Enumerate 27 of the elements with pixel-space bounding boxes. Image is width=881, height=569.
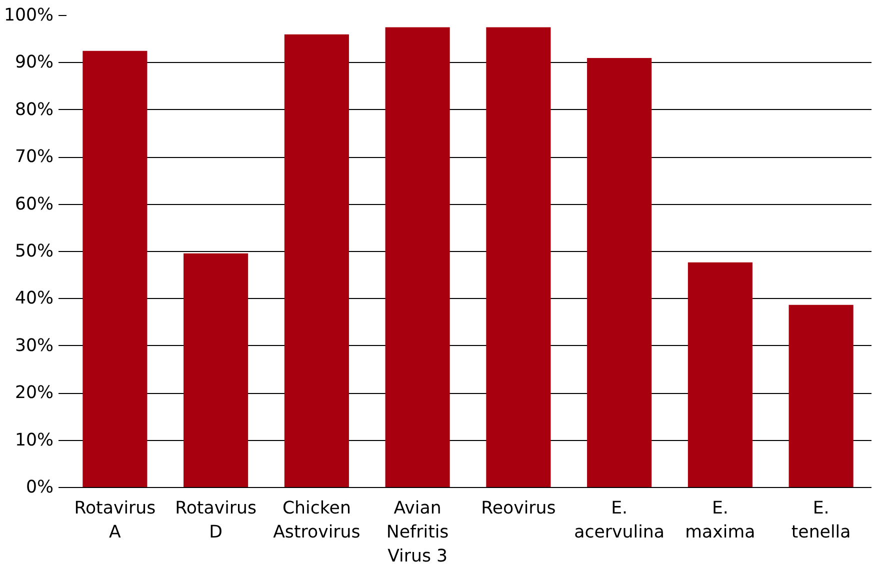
- y-tick-label: 60%: [14, 194, 54, 214]
- x-tick-label: Avian Nefritis Virus 3: [386, 498, 449, 566]
- x-tick-label: E. tenella: [791, 498, 851, 542]
- bar: [385, 27, 450, 488]
- x-tick-label: E. acervulina: [574, 498, 665, 542]
- y-tick-label: 20%: [14, 383, 54, 404]
- y-tick-label: 70%: [14, 147, 54, 168]
- y-tick-label: 100%: [4, 6, 54, 26]
- y-tick-label: 80%: [14, 100, 54, 120]
- bar: [587, 58, 652, 488]
- bar: [688, 262, 752, 488]
- y-tick-label: 10%: [14, 430, 54, 450]
- x-tick-label: Rotavirus A: [74, 498, 156, 542]
- y-tick-label: 90%: [14, 52, 54, 73]
- y-tick-label: 30%: [14, 336, 54, 356]
- bar: [788, 304, 854, 488]
- bar: [184, 253, 248, 488]
- bar: [486, 27, 551, 488]
- bar: [82, 50, 148, 488]
- y-tick-label: 0%: [26, 478, 54, 498]
- x-tick-label: Chicken Astrovirus: [273, 498, 360, 542]
- x-tick-label: E. maxima: [685, 498, 756, 542]
- y-tick-label: 50%: [14, 242, 54, 262]
- x-tick-label: Reovirus: [481, 498, 556, 518]
- bar: [284, 34, 349, 488]
- x-tick-label: Rotavirus D: [175, 498, 257, 542]
- y-tick-label: 40%: [14, 288, 54, 309]
